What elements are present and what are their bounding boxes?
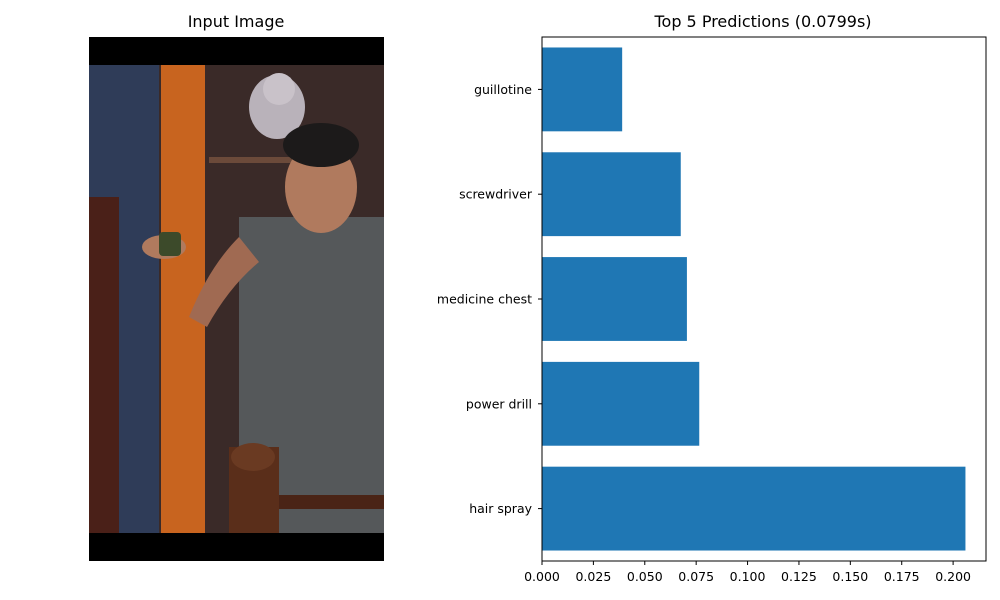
y-tick-label: guillotine [474,82,532,97]
letterbox-bottom [89,533,384,561]
y-tick-label: screwdriver [459,187,533,202]
axes-frame [541,36,987,562]
x-tick-label: 0.150 [832,569,868,584]
teddy-head [263,73,295,105]
x-tick-label: 0.200 [935,569,971,584]
bar [542,152,681,237]
x-tick-label: 0.175 [884,569,920,584]
bar [542,47,623,132]
person-arm [189,237,259,327]
person-hair [283,123,359,167]
chart-title: Top 5 Predictions (0.0799s) [654,12,872,31]
x-tick-label: 0.100 [730,569,766,584]
bar [542,257,687,341]
x-tick-label: 0.125 [781,569,817,584]
input-image [89,37,384,561]
x-tick-label: 0.050 [627,569,663,584]
y-tick-label: medicine chest [437,292,532,307]
letterbox-top [89,37,384,65]
x-tick-label: 0.000 [524,569,560,584]
banister-knob [231,443,275,471]
bar [542,466,966,551]
door-panel [89,197,119,533]
bottle [159,232,181,256]
bar [542,361,700,446]
x-tick-label: 0.025 [575,569,611,584]
railing [279,495,384,509]
y-tick-label: power drill [466,396,532,411]
shelf [209,157,299,163]
input-image-title: Input Image [187,12,285,31]
y-tick-label: hair spray [469,501,532,516]
x-tick-label: 0.075 [678,569,714,584]
